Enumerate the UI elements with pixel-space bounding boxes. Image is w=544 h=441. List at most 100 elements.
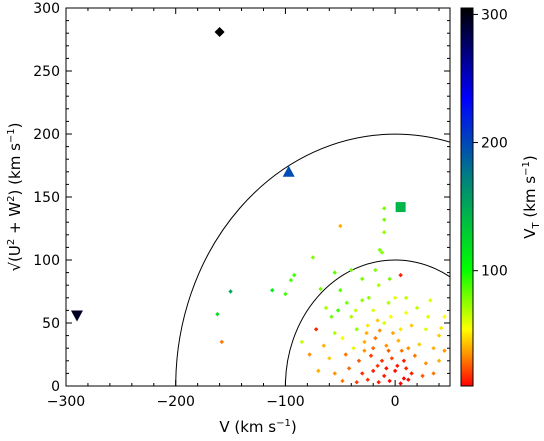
data-point xyxy=(332,330,337,336)
data-point xyxy=(381,206,387,211)
colorbar-ticks: 100 200 300 xyxy=(473,7,508,280)
data-point xyxy=(386,300,391,306)
data-point xyxy=(292,272,297,278)
data-point xyxy=(373,267,378,273)
y-tick-label: 300 xyxy=(33,1,60,17)
data-point xyxy=(423,361,429,366)
data-point xyxy=(442,314,447,319)
data-point xyxy=(340,335,345,341)
data-point xyxy=(379,250,385,255)
data-point xyxy=(403,295,409,300)
plot-frame xyxy=(65,7,451,387)
y-tick-label: 100 xyxy=(33,253,60,269)
data-point xyxy=(307,352,312,357)
x-axis-label: V (km s−1) xyxy=(219,418,296,436)
data-point xyxy=(338,223,343,229)
data-point xyxy=(354,327,359,332)
marker-triangle-down xyxy=(70,310,83,322)
data-point xyxy=(327,356,332,361)
data-point xyxy=(381,217,387,222)
plot-area: −300 −200 −100 0 0 50 100 150 200 250 300 xyxy=(33,1,451,410)
data-point xyxy=(364,330,369,336)
data-point xyxy=(349,267,354,273)
data-point xyxy=(365,377,370,382)
data-point xyxy=(388,314,393,319)
data-point xyxy=(270,288,275,293)
data-point xyxy=(354,380,359,385)
data-point xyxy=(398,272,403,278)
data-point xyxy=(346,366,352,371)
y-axis-ticks: 0 50 100 150 200 250 300 xyxy=(33,1,450,395)
data-point xyxy=(377,247,382,253)
data-point xyxy=(392,295,398,300)
data-point xyxy=(349,314,354,319)
data-point xyxy=(377,328,382,333)
data-point xyxy=(366,295,372,300)
marker-square xyxy=(395,202,406,213)
colorbar-tick-label: 200 xyxy=(481,136,508,152)
x-tick-label: −200 xyxy=(156,394,194,410)
data-point xyxy=(288,277,294,283)
data-point xyxy=(420,373,425,379)
y-tick-label: 0 xyxy=(51,379,60,395)
data-point xyxy=(381,230,387,235)
data-point xyxy=(343,352,348,357)
data-point xyxy=(219,339,224,345)
data-point xyxy=(335,308,341,313)
data-point xyxy=(376,380,381,385)
data-point xyxy=(409,371,414,376)
data-point xyxy=(425,314,431,319)
data-point xyxy=(373,335,378,341)
data-point xyxy=(417,342,422,347)
data-point xyxy=(386,348,391,353)
data-point xyxy=(409,323,414,328)
data-point xyxy=(215,311,220,317)
data-point xyxy=(313,327,319,332)
marker-diamond xyxy=(214,26,225,37)
data-point xyxy=(395,363,400,369)
highlight-markers xyxy=(70,26,406,322)
data-point xyxy=(412,353,418,358)
circle-v100 xyxy=(284,259,450,386)
y-tick-label: 250 xyxy=(33,64,60,80)
data-point xyxy=(414,305,420,311)
data-point xyxy=(439,325,444,331)
data-point xyxy=(387,378,392,384)
x-tick-label: 0 xyxy=(391,394,400,410)
data-point xyxy=(371,346,376,351)
data-point xyxy=(428,298,433,303)
data-point xyxy=(381,373,387,379)
data-point xyxy=(371,308,376,313)
data-point xyxy=(436,333,442,338)
data-point xyxy=(392,368,398,374)
data-point xyxy=(406,377,411,382)
colorbar-tick-label: 100 xyxy=(481,264,508,280)
y-tick-label: 50 xyxy=(42,316,60,332)
data-point xyxy=(375,363,380,369)
data-point xyxy=(340,378,345,384)
data-point xyxy=(403,310,409,316)
data-point xyxy=(365,323,370,328)
data-point xyxy=(318,286,323,292)
data-point xyxy=(401,358,407,363)
data-point xyxy=(431,346,436,351)
data-point xyxy=(406,346,411,351)
circle-v200 xyxy=(175,134,450,386)
data-point xyxy=(384,366,389,371)
data-point xyxy=(360,371,365,376)
data-point xyxy=(389,356,395,361)
data-points xyxy=(215,206,447,386)
colorbar-label: VT (km s−1) xyxy=(521,155,542,239)
data-point xyxy=(283,291,288,297)
data-point xyxy=(368,353,374,358)
data-point xyxy=(321,343,327,348)
y-tick-label: 200 xyxy=(33,127,60,143)
data-point xyxy=(375,318,380,323)
data-point xyxy=(398,381,403,386)
data-point xyxy=(351,346,356,351)
data-point xyxy=(316,368,321,374)
data-point xyxy=(360,298,365,303)
data-point xyxy=(376,283,381,288)
data-point xyxy=(353,308,358,313)
